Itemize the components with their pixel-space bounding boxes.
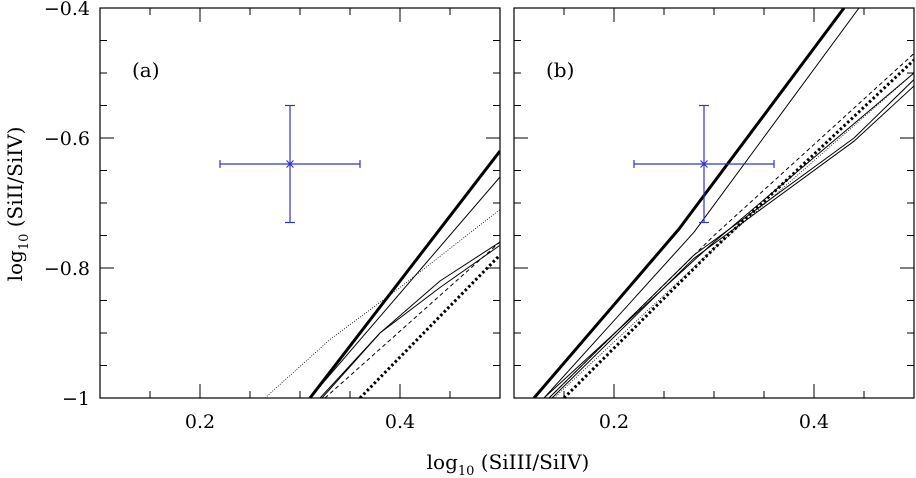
- panel-label: (b): [546, 58, 574, 82]
- x-axis-title-prefix: log: [427, 450, 458, 474]
- series-line-3: [543, 72, 914, 398]
- x-tick-label: 0.4: [799, 411, 829, 433]
- y-axis-title-rest: (SiII/SiIV): [3, 127, 27, 234]
- series-group: [532, 8, 914, 398]
- y-axis-title-sub: 10: [17, 234, 32, 251]
- series-line-1: [532, 8, 846, 398]
- series-line-2: [309, 176, 500, 398]
- panel-b: 0.2 0.4 (b): [513, 7, 915, 433]
- x-tick-label: 0.4: [385, 411, 415, 433]
- panel-a: 0.2 0.4 −1 −0.8 −0.6 −0.4 (a): [44, 0, 501, 433]
- x-tick-label: 0.2: [599, 411, 629, 433]
- y-tick-label: −0.8: [44, 258, 90, 280]
- point-marker-b: [286, 160, 294, 168]
- series-line-3: [264, 209, 500, 398]
- x-axis-title-rest: (SiIII/SiIV): [474, 450, 589, 474]
- y-tick-label: −0.4: [44, 0, 90, 20]
- x-tick-label: 0.2: [185, 411, 215, 433]
- panel-label: (a): [132, 58, 160, 82]
- series-line-5: [321, 244, 500, 398]
- plot-frame: [99, 7, 501, 399]
- series-line-4: [319, 241, 500, 398]
- observation-point: [219, 104, 361, 224]
- y-tick-label: −1: [62, 388, 90, 410]
- y-axis-title: log10 (SiII/SiIV): [3, 127, 32, 282]
- observation-point: [633, 104, 775, 224]
- series-line-4: [548, 53, 914, 398]
- series-group: [264, 150, 500, 398]
- series-line-1: [308, 150, 500, 398]
- series-line-5: [562, 58, 914, 398]
- series-line-7: [551, 85, 914, 398]
- y-tick-label: −0.6: [44, 128, 90, 150]
- series-line-8: [553, 72, 914, 398]
- x-axis-title-sub: 10: [458, 464, 475, 478]
- x-axis-title: log10 (SiIII/SiIV): [427, 450, 590, 478]
- series-line-7: [358, 253, 500, 398]
- y-axis-title-prefix: log: [3, 250, 27, 281]
- point-marker-b: [700, 160, 708, 168]
- series-line-6: [548, 79, 914, 398]
- series-line-2: [543, 8, 860, 398]
